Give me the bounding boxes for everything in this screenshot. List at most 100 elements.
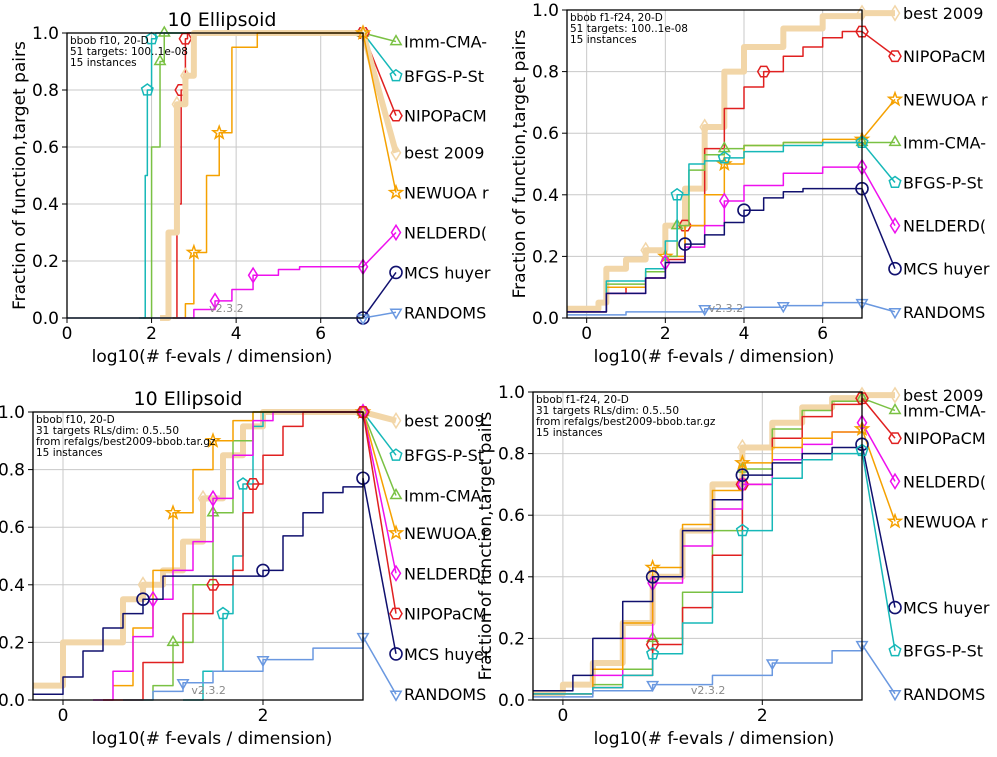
legend-marker	[389, 68, 403, 82]
y-tick-label: 0.8	[498, 445, 525, 465]
legend-label: MCS huyer	[404, 263, 491, 282]
info-line: from refalgs/best2009-bbob.tar.gz	[536, 416, 716, 428]
legend-marker	[888, 261, 902, 276]
legend-connector	[861, 397, 896, 439]
legend-connector	[362, 478, 397, 655]
legend-label: RANDOMS	[404, 685, 486, 704]
series-line	[533, 444, 863, 692]
series-marker	[646, 646, 660, 660]
series-marker	[147, 590, 159, 608]
legend-connector	[861, 188, 896, 270]
legend-marker	[888, 432, 902, 445]
x-tick-label: 2	[146, 324, 157, 344]
legend-label: NEWUOA r	[404, 184, 489, 203]
legend-marker	[390, 564, 402, 582]
info-line: 51 targets: 100..1e-08	[570, 23, 688, 35]
legend-label: Imm-CMA-	[903, 133, 986, 152]
x-tick-label: 0	[557, 706, 568, 726]
legend-label: Imm-CMA-	[903, 401, 986, 420]
series-marker	[735, 478, 750, 491]
x-axis-label: log10(# f-evals / dimension)	[92, 729, 333, 749]
series-marker	[204, 432, 222, 448]
x-tick-label: 2	[660, 324, 671, 344]
legend-marker	[889, 216, 901, 235]
legend-marker	[387, 524, 405, 541]
y-tick-label: 0.6	[532, 124, 559, 144]
legend-connector	[362, 231, 397, 268]
series-line	[138, 32, 363, 319]
y-tick-label: 0.8	[532, 63, 559, 83]
series-line	[567, 13, 865, 312]
version-label: v2.3.2	[209, 302, 244, 315]
legend-connector	[362, 32, 397, 193]
legend-marker	[389, 647, 403, 661]
legend-marker	[389, 265, 403, 280]
info-line: from refalgs/best2009-bbob.tar.gz	[36, 436, 216, 448]
legend-marker	[389, 607, 403, 620]
series-line	[567, 301, 862, 316]
x-tick-label: 0	[581, 324, 592, 344]
legend-label: RANDOMS	[903, 685, 985, 704]
legend-label: MCS huyer	[903, 260, 990, 279]
series-marker	[197, 489, 209, 508]
y-tick-label: 1.0	[498, 383, 525, 403]
x-tick-label: 0	[62, 324, 73, 344]
x-tick-label: 4	[231, 324, 242, 344]
legend-marker	[889, 386, 901, 404]
legend-marker	[390, 144, 402, 162]
series-line	[567, 141, 862, 313]
legend-label: best 2009	[404, 412, 484, 431]
legend-label: BFGS-P-St	[404, 446, 484, 465]
info-line: 15 instances	[570, 34, 637, 46]
series-marker	[717, 150, 731, 164]
y-tick-label: 0.8	[0, 461, 25, 481]
series-marker	[646, 630, 660, 643]
legend-marker	[389, 109, 403, 122]
x-tick-label: 4	[739, 324, 750, 344]
y-tick-label: 0.6	[32, 138, 59, 158]
y-tick-label: 0.2	[0, 633, 25, 653]
legend-connector	[362, 411, 397, 574]
series-line	[103, 411, 363, 701]
legend-label: NIPOPaCM	[903, 47, 986, 66]
legend-label: best 2009	[903, 4, 983, 23]
y-axis-label: Fraction of function,target pairs	[476, 411, 496, 680]
x-tick-label: 2	[258, 706, 269, 726]
info-line: bbob f10, 20-D	[36, 414, 115, 426]
series-marker	[207, 489, 219, 508]
series-marker	[166, 634, 180, 647]
legend-connector	[362, 411, 397, 614]
chart-panel-2: best 2009 NIPOPaCM NEWUOA r Imm-CMA- BFGS-P-…	[510, 1, 990, 367]
series-line	[113, 411, 363, 687]
legend-label: NELDERD(	[404, 564, 487, 583]
legend-marker	[387, 183, 405, 200]
series-marker	[171, 95, 183, 113]
series-marker	[210, 124, 228, 140]
y-tick-label: 0.2	[32, 252, 59, 272]
y-axis-label: Fraction of function,target pairs	[10, 41, 30, 310]
series-line	[123, 411, 363, 701]
x-tick-label: 2	[757, 706, 768, 726]
legend-marker	[888, 403, 902, 415]
legend-marker	[888, 308, 902, 320]
legend-marker	[390, 411, 402, 430]
series-marker	[765, 659, 779, 671]
info-line: bbob f1-f24, 20-D	[570, 12, 663, 24]
legend-marker	[389, 34, 403, 46]
series-marker	[209, 292, 221, 310]
legend-label: NEWUOA r	[903, 90, 988, 109]
x-tick-label: 6	[817, 324, 828, 344]
version-label: v2.3.2	[709, 302, 744, 315]
series-marker	[247, 266, 259, 284]
chart-panel-3: best 2009 BFGS-P-St Imm-CMA- NEWUOA r NELDER…	[0, 388, 491, 749]
y-tick-label: 1.0	[532, 1, 559, 21]
series-marker	[256, 563, 270, 578]
legend-label: MCS huyer	[903, 599, 990, 618]
series-marker	[678, 237, 692, 251]
legend-connector	[362, 411, 397, 496]
y-tick-label: 0.8	[32, 81, 59, 101]
series-marker	[216, 606, 230, 620]
plot-frame	[532, 391, 863, 701]
legend-connector	[861, 30, 896, 57]
series-marker	[185, 243, 203, 260]
